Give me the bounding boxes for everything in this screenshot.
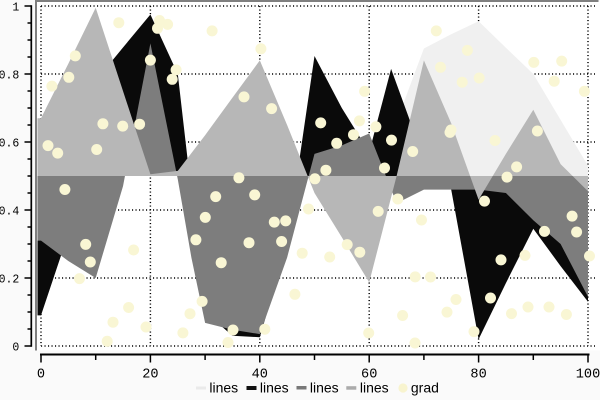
svg-text:0.6: 0.6 (0, 137, 19, 150)
svg-text:0.8: 0.8 (0, 69, 19, 82)
svg-text:20: 20 (142, 368, 158, 383)
svg-text:lines: lines (209, 380, 238, 396)
svg-text:100: 100 (576, 368, 600, 383)
svg-text:0.4: 0.4 (0, 205, 19, 218)
svg-text:grad: grad (411, 380, 439, 396)
svg-text:lines: lines (360, 380, 389, 396)
svg-text:0.2: 0.2 (0, 273, 19, 286)
svg-text:0: 0 (37, 368, 45, 383)
svg-text:40: 40 (252, 368, 268, 383)
svg-text:0: 0 (12, 341, 19, 354)
svg-text:lines: lines (260, 380, 289, 396)
svg-text:80: 80 (470, 368, 486, 383)
svg-text:60: 60 (361, 368, 377, 383)
svg-text:1: 1 (12, 1, 19, 14)
svg-text:lines: lines (310, 380, 339, 396)
